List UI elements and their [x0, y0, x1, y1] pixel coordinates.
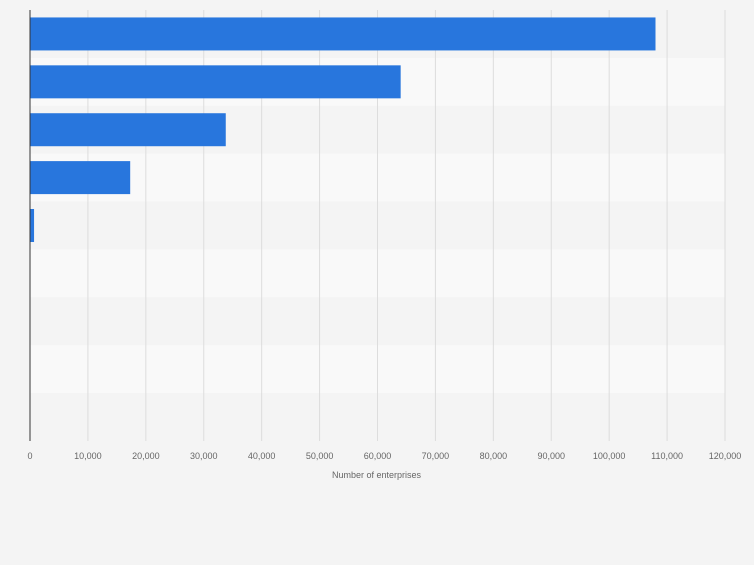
x-tick-label: 100,000: [593, 451, 626, 461]
x-tick-label: 40,000: [248, 451, 276, 461]
x-tick-label: 110,000: [651, 451, 683, 461]
x-tick-label: 0: [27, 451, 32, 461]
x-tick-label: 80,000: [480, 451, 508, 461]
x-tick-label: 10,000: [74, 451, 102, 461]
x-tick-label: 70,000: [422, 451, 450, 461]
x-tick-labels: 0 10,000 20,000 30,000 40,000 50,000 60,000 70,…: [27, 451, 741, 461]
x-tick-label: 60,000: [364, 451, 392, 461]
x-tick-label: 20,000: [132, 451, 160, 461]
x-tick-label: 120,000: [709, 451, 742, 461]
bar: [30, 17, 656, 51]
bar: [30, 161, 131, 195]
bar: [30, 65, 401, 99]
x-tick-label: 50,000: [306, 451, 334, 461]
bar: [30, 209, 35, 242]
bars: [30, 17, 656, 242]
x-tick-label: 90,000: [537, 451, 565, 461]
x-axis-label: Number of enterprises: [332, 470, 422, 480]
x-tick-label: 30,000: [190, 451, 218, 461]
bar: [30, 113, 226, 147]
